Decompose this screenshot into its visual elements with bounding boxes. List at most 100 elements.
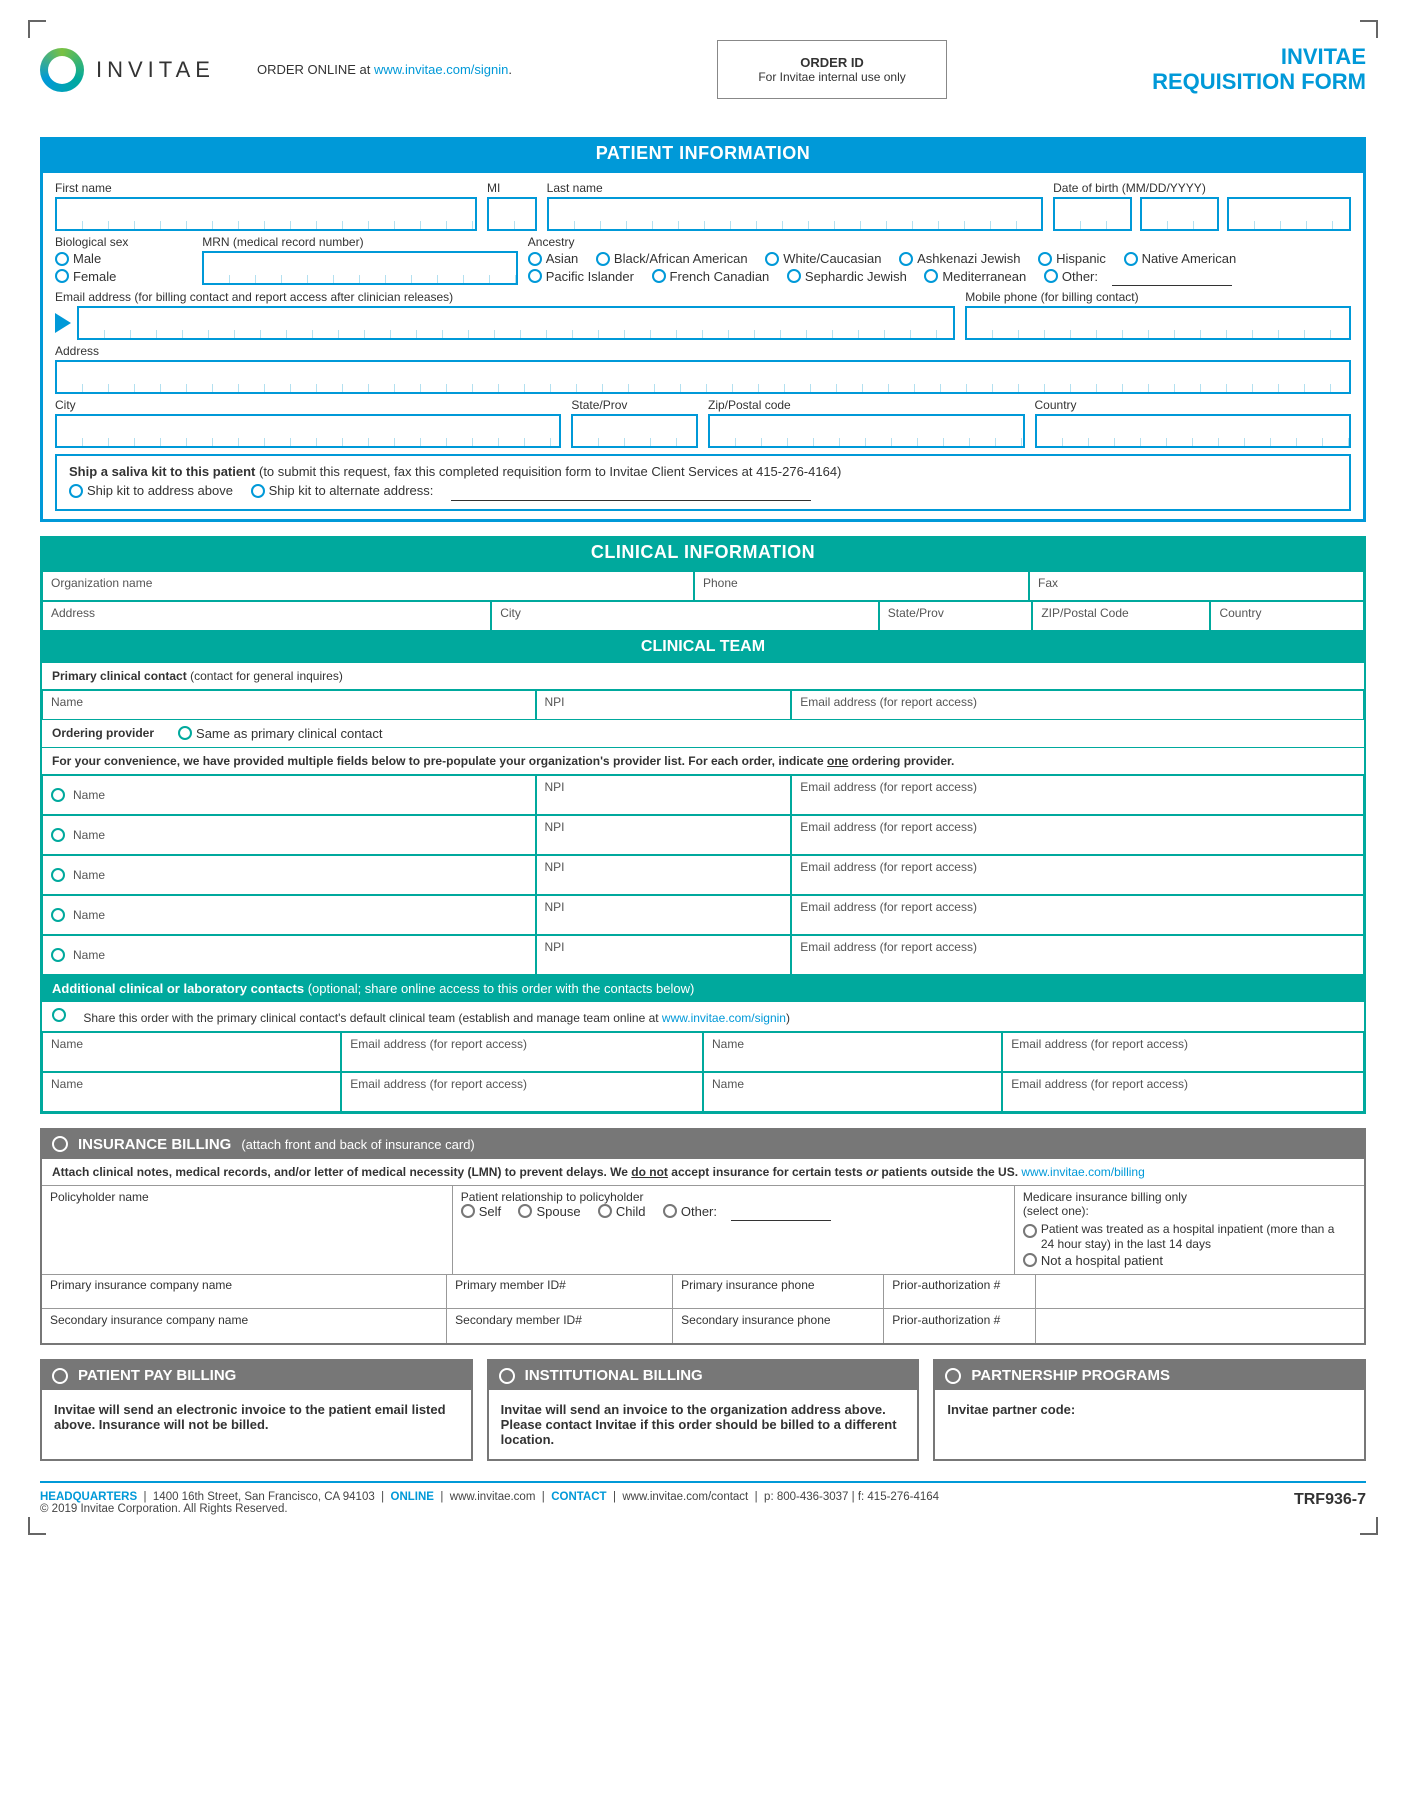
anc-other[interactable]: Other: bbox=[1044, 269, 1098, 284]
ship-alt-line[interactable] bbox=[451, 487, 811, 501]
ins-hdr-sub: (attach front and back of insurance card… bbox=[241, 1137, 474, 1152]
med-opt1[interactable]: Patient was treated as a hospital inpati… bbox=[1023, 1222, 1342, 1253]
mobile-input[interactable] bbox=[965, 306, 1351, 340]
addl-email-4[interactable]: Email address (for report access) bbox=[1002, 1072, 1364, 1112]
email-input[interactable] bbox=[77, 306, 955, 340]
prov-name-1[interactable]: Name bbox=[42, 815, 536, 855]
addl-email-3[interactable]: Email address (for report access) bbox=[341, 1072, 703, 1112]
patient-pay-box: PATIENT PAY BILLING Invitae will send an… bbox=[40, 1359, 473, 1461]
team-hdr: CLINICAL TEAM bbox=[40, 633, 1366, 661]
dob-dd[interactable] bbox=[1140, 197, 1219, 231]
prim-id[interactable]: Primary member ID# bbox=[447, 1274, 673, 1308]
last-name-input[interactable] bbox=[547, 197, 1043, 231]
anc-pacific[interactable]: Pacific Islander bbox=[528, 269, 634, 284]
pay-body: Invitae will send an electronic invoice … bbox=[42, 1390, 471, 1444]
male-radio[interactable]: Male bbox=[55, 251, 101, 266]
anc-other-line[interactable] bbox=[1112, 272, 1232, 286]
sec-phone[interactable]: Secondary insurance phone bbox=[673, 1309, 884, 1343]
logo-block: INVITAE ORDER ONLINE at www.invitae.com/… bbox=[40, 48, 512, 92]
ship-alt-radio[interactable]: Ship kit to alternate address: bbox=[251, 483, 434, 498]
state-input[interactable] bbox=[571, 414, 698, 448]
prov-email-0[interactable]: Email address (for report access) bbox=[791, 775, 1364, 815]
addl-email-1[interactable]: Email address (for report access) bbox=[341, 1032, 703, 1072]
med-opt2[interactable]: Not a hospital patient bbox=[1023, 1253, 1163, 1268]
zip-input[interactable] bbox=[708, 414, 1025, 448]
prov-name-0[interactable]: Name bbox=[42, 775, 536, 815]
rel-spouse[interactable]: Spouse bbox=[518, 1204, 580, 1219]
prim-email[interactable]: Email address (for report access) bbox=[791, 690, 1364, 720]
clin-city[interactable]: City bbox=[491, 601, 879, 631]
prim-phone[interactable]: Primary insurance phone bbox=[673, 1274, 884, 1308]
anc-native[interactable]: Native American bbox=[1124, 251, 1237, 266]
anc-black[interactable]: Black/African American bbox=[596, 251, 748, 266]
addl-email-2[interactable]: Email address (for report access) bbox=[1002, 1032, 1364, 1072]
addl-name-1[interactable]: Name bbox=[42, 1032, 341, 1072]
sec-auth[interactable]: Prior-authorization # bbox=[884, 1309, 1035, 1343]
prov-npi-1[interactable]: NPI bbox=[536, 815, 792, 855]
ins-dot-icon bbox=[52, 1136, 68, 1152]
mrn-input[interactable] bbox=[202, 251, 518, 285]
ship-title: Ship a saliva kit to this patient bbox=[69, 464, 255, 479]
org-cell[interactable]: Organization name bbox=[42, 571, 694, 601]
city-input[interactable] bbox=[55, 414, 561, 448]
prov-email-1[interactable]: Email address (for report access) bbox=[791, 815, 1364, 855]
anc-asian[interactable]: Asian bbox=[528, 251, 579, 266]
anc-ashk[interactable]: Ashkenazi Jewish bbox=[899, 251, 1020, 266]
prim-auth[interactable]: Prior-authorization # bbox=[884, 1274, 1035, 1308]
fax-cell[interactable]: Fax bbox=[1029, 571, 1364, 601]
clin-zip[interactable]: ZIP/Postal Code bbox=[1032, 601, 1210, 631]
dob-mm[interactable] bbox=[1053, 197, 1132, 231]
rel-self[interactable]: Self bbox=[461, 1204, 501, 1219]
prov-name-2[interactable]: Name bbox=[42, 855, 536, 895]
billing-link[interactable]: www.invitae.com/billing bbox=[1021, 1165, 1144, 1179]
rel-other[interactable]: Other: bbox=[663, 1204, 717, 1219]
country-input[interactable] bbox=[1035, 414, 1352, 448]
prim-npi[interactable]: NPI bbox=[536, 690, 792, 720]
first-name-input[interactable] bbox=[55, 197, 477, 231]
prov-email-2[interactable]: Email address (for report access) bbox=[791, 855, 1364, 895]
clin-addr[interactable]: Address bbox=[42, 601, 491, 631]
ins-hdr-text: INSURANCE BILLING bbox=[78, 1136, 231, 1153]
addl-hdr: Additional clinical or laboratory contac… bbox=[42, 975, 1364, 1002]
ft-contact: CONTACT bbox=[551, 1491, 606, 1503]
mi-input[interactable] bbox=[487, 197, 537, 231]
female-radio[interactable]: Female bbox=[55, 269, 116, 284]
prov-email-3[interactable]: Email address (for report access) bbox=[791, 895, 1364, 935]
anc-seph[interactable]: Sephardic Jewish bbox=[787, 269, 907, 284]
phone-cell[interactable]: Phone bbox=[694, 571, 1029, 601]
prim-name[interactable]: Name bbox=[42, 690, 536, 720]
share-radio[interactable] bbox=[52, 1008, 66, 1022]
order-online-link[interactable]: www.invitae.com/signin bbox=[374, 62, 508, 77]
address-input[interactable] bbox=[55, 360, 1351, 394]
prim-co[interactable]: Primary insurance company name bbox=[42, 1274, 447, 1308]
prov-name-3[interactable]: Name bbox=[42, 895, 536, 935]
addl-name-4[interactable]: Name bbox=[703, 1072, 1002, 1112]
addl-name-3[interactable]: Name bbox=[42, 1072, 341, 1112]
policyholder[interactable]: Policyholder name bbox=[42, 1186, 453, 1275]
anc-french[interactable]: French Canadian bbox=[652, 269, 770, 284]
anc-med[interactable]: Mediterranean bbox=[924, 269, 1026, 284]
prov-npi-4[interactable]: NPI bbox=[536, 935, 792, 975]
prov-npi-3[interactable]: NPI bbox=[536, 895, 792, 935]
addl-name-2[interactable]: Name bbox=[703, 1032, 1002, 1072]
ship-above-radio[interactable]: Ship kit to address above bbox=[69, 483, 233, 498]
anc-hisp[interactable]: Hispanic bbox=[1038, 251, 1106, 266]
share-link[interactable]: www.invitae.com/signin bbox=[662, 1011, 786, 1025]
dob-yyyy[interactable] bbox=[1227, 197, 1351, 231]
dot-icon bbox=[52, 1368, 68, 1384]
sec-co[interactable]: Secondary insurance company name bbox=[42, 1309, 447, 1343]
prov-npi-0[interactable]: NPI bbox=[536, 775, 792, 815]
clin-state[interactable]: State/Prov bbox=[879, 601, 1033, 631]
address-lbl: Address bbox=[55, 344, 1351, 358]
anc-white[interactable]: White/Caucasian bbox=[765, 251, 881, 266]
prov-npi-2[interactable]: NPI bbox=[536, 855, 792, 895]
dob-lbl: Date of birth (MM/DD/YYYY) bbox=[1053, 181, 1351, 195]
prov-email-4[interactable]: Email address (for report access) bbox=[791, 935, 1364, 975]
prov-name-4[interactable]: Name bbox=[42, 935, 536, 975]
state-lbl: State/Prov bbox=[571, 398, 698, 412]
same-as-radio[interactable]: Same as primary clinical contact bbox=[178, 726, 382, 741]
clin-country[interactable]: Country bbox=[1210, 601, 1364, 631]
sec-id[interactable]: Secondary member ID# bbox=[447, 1309, 673, 1343]
mrn-lbl: MRN (medical record number) bbox=[202, 235, 518, 249]
rel-child[interactable]: Child bbox=[598, 1204, 646, 1219]
